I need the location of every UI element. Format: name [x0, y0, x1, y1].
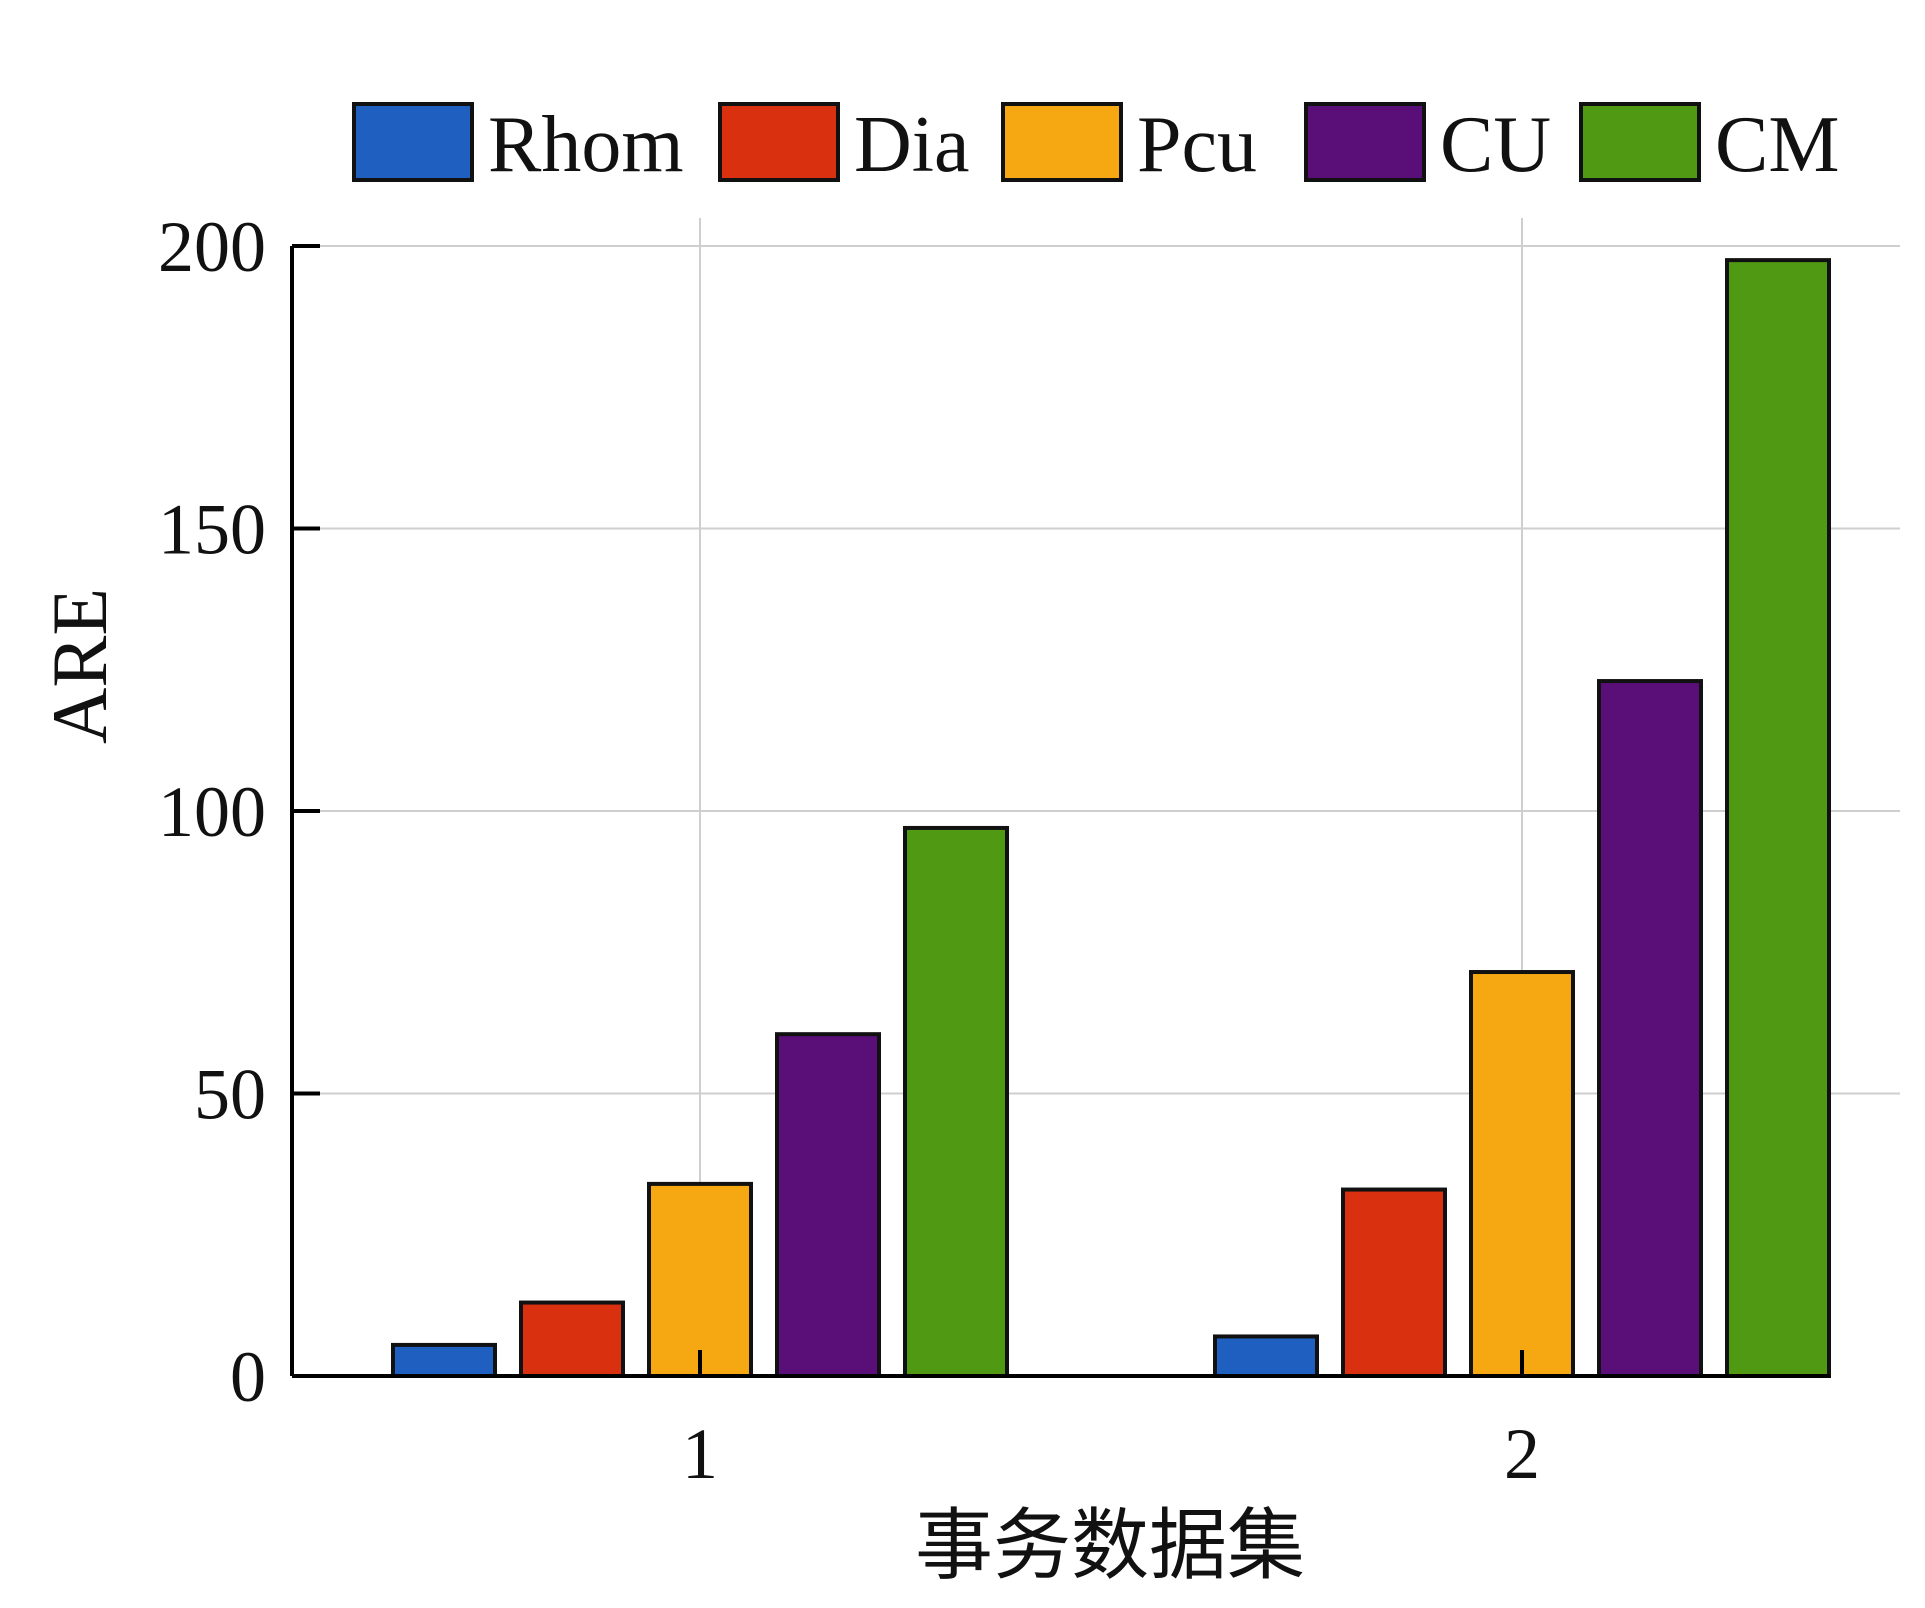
- legend-label-Dia: Dia: [854, 101, 970, 189]
- y-tick-label-50: 50: [194, 1055, 266, 1135]
- bar-Dia-1: [519, 1300, 625, 1379]
- legend-swatch-CU: [1304, 102, 1426, 182]
- bar-CU-1: [775, 1032, 881, 1379]
- legend-swatch-Rhom: [352, 102, 474, 182]
- bar-CU-2: [1597, 679, 1703, 1378]
- y-tick-label-0: 0: [230, 1337, 266, 1417]
- y-tick-label-100: 100: [158, 772, 266, 852]
- y-axis-label: ARE: [36, 588, 123, 744]
- x-tick-label-2: 2: [1504, 1414, 1540, 1494]
- x-axis-label: 事务数据集: [915, 1502, 1305, 1589]
- bar-Rhom-1: [391, 1342, 497, 1379]
- bar-CM-2: [1725, 258, 1831, 1378]
- bar-Pcu-1: [647, 1181, 753, 1379]
- bar-CM-1: [903, 825, 1009, 1378]
- ticks: 0 50 100 150 200 1 2: [158, 207, 1540, 1494]
- bar-Rhom-2: [1213, 1334, 1319, 1378]
- legend-swatch-CM: [1579, 102, 1701, 182]
- legend-label-Pcu: Pcu: [1137, 101, 1257, 189]
- bar-Pcu-2: [1469, 970, 1575, 1379]
- y-tick-label-200: 200: [158, 207, 266, 287]
- legend-label-CU: CU: [1440, 101, 1551, 189]
- y-tick-label-150: 150: [158, 490, 266, 570]
- legend: Rhom Dia Pcu CU CM: [352, 101, 1840, 189]
- legend-swatch-Pcu: [1001, 102, 1123, 182]
- x-tick-label-1: 1: [682, 1414, 718, 1494]
- legend-swatch-Dia: [718, 102, 840, 182]
- legend-label-Rhom: Rhom: [488, 101, 684, 189]
- legend-label-CM: CM: [1715, 101, 1840, 189]
- bars: [391, 258, 1831, 1379]
- bar-Dia-2: [1341, 1187, 1447, 1379]
